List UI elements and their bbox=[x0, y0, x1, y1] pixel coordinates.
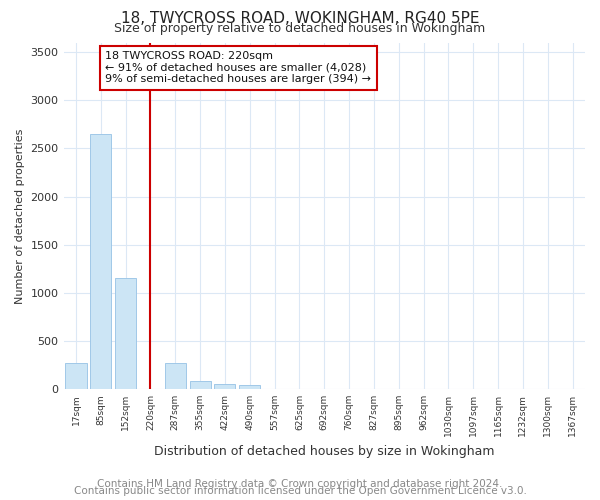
Y-axis label: Number of detached properties: Number of detached properties bbox=[15, 128, 25, 304]
Text: Size of property relative to detached houses in Wokingham: Size of property relative to detached ho… bbox=[115, 22, 485, 35]
Text: 18, TWYCROSS ROAD, WOKINGHAM, RG40 5PE: 18, TWYCROSS ROAD, WOKINGHAM, RG40 5PE bbox=[121, 11, 479, 26]
Bar bbox=[165, 363, 186, 389]
X-axis label: Distribution of detached houses by size in Wokingham: Distribution of detached houses by size … bbox=[154, 444, 494, 458]
Bar bbox=[239, 386, 260, 389]
Bar bbox=[115, 278, 136, 389]
Text: Contains public sector information licensed under the Open Government Licence v3: Contains public sector information licen… bbox=[74, 486, 526, 496]
Bar bbox=[65, 363, 86, 389]
Text: Contains HM Land Registry data © Crown copyright and database right 2024.: Contains HM Land Registry data © Crown c… bbox=[97, 479, 503, 489]
Bar bbox=[190, 382, 211, 389]
Bar bbox=[214, 384, 235, 389]
Bar bbox=[90, 134, 112, 389]
Text: 18 TWYCROSS ROAD: 220sqm
← 91% of detached houses are smaller (4,028)
9% of semi: 18 TWYCROSS ROAD: 220sqm ← 91% of detach… bbox=[105, 51, 371, 84]
